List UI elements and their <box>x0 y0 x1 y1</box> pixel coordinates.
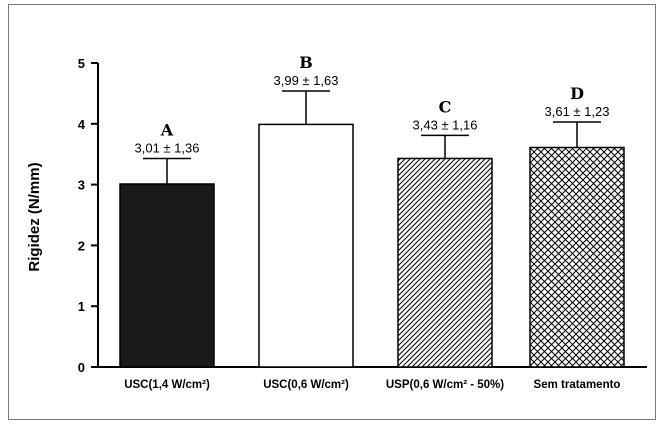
chart-frame: 0 1 2 3 4 5 3,01 ± 1,36 A USC(1,4 W/cm²) 3,99 ± … <box>8 4 656 420</box>
y-axis-title: Rigidez (N/mm) <box>26 162 43 271</box>
bar <box>258 123 354 368</box>
x-category-label: Sem tratamento <box>534 379 621 391</box>
bars: 3,01 ± 1,36A USC(1,4 W/cm²) 3,99 ± 1,63B US… <box>119 53 625 391</box>
bar-chart: 0 1 2 3 4 5 3,01 ± 1,36A USC(1,4 W/cm²) 3,99 ± … <box>26 53 647 391</box>
x-category-label: USP(0,6 W/cm² - 50%) <box>386 379 504 391</box>
x-category-label: USC(1,4 W/cm²) <box>124 379 210 391</box>
y-tick-label: 1 <box>78 299 85 314</box>
bar-value-label: 3,43 ± 1,16 <box>413 117 478 132</box>
bar-value-label: 3,99 ± 1,63 <box>274 73 339 88</box>
y-tick-label: 4 <box>78 117 86 132</box>
bar-letter-label: C <box>439 97 452 116</box>
bar <box>119 183 215 368</box>
bar-letter-label: A <box>160 120 174 139</box>
bar <box>529 146 625 368</box>
bar-letter-label: B <box>299 53 313 72</box>
bar-value-label: 3,61 ± 1,23 <box>545 104 610 119</box>
y-tick-label: 3 <box>78 178 85 193</box>
x-category-label: USC(0,6 W/cm²) <box>263 379 349 391</box>
bar-value-label: 3,01 ± 1,36 <box>135 140 200 155</box>
bar <box>397 157 493 368</box>
bar-letter-label: D <box>570 84 584 103</box>
y-tick-label: 0 <box>78 360 85 375</box>
y-tick-label: 2 <box>78 238 85 253</box>
y-tick-label: 5 <box>78 56 85 71</box>
